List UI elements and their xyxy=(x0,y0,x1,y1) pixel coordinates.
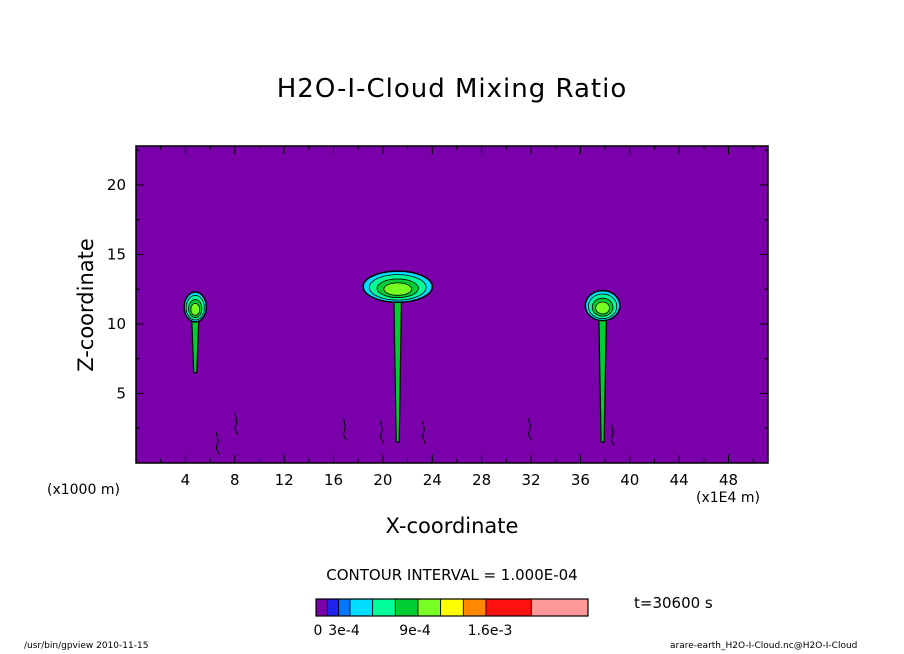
colorbar-label-4: 1.6e-3 xyxy=(468,623,513,639)
y-tick-label-5: 5 xyxy=(116,384,126,402)
x-tick-label-36: 36 xyxy=(571,471,590,489)
x-tick-label-20: 20 xyxy=(373,471,392,489)
cloud-3-layer-4 xyxy=(595,301,610,315)
y-axis-label: Z-coordinate xyxy=(74,238,98,372)
x-tick-label-28: 28 xyxy=(472,471,491,489)
x-unit-left-label: (x1000 m) xyxy=(47,482,120,498)
ground-speck-1 xyxy=(234,412,239,436)
x-tick-label-40: 40 xyxy=(620,471,639,489)
colorbar-swatch-9 xyxy=(462,598,487,617)
colorbar-swatch-8 xyxy=(440,598,464,617)
plot-frame xyxy=(135,145,769,464)
colorbar-swatch-10 xyxy=(485,598,532,617)
x-tick-label-44: 44 xyxy=(670,471,689,489)
footer-right-text: arare-earth_H2O-I-Cloud.nc@H2O-I-Cloud xyxy=(670,641,858,651)
ground-speck-5 xyxy=(610,423,615,447)
x-tick-label-16: 16 xyxy=(324,471,343,489)
x-tick-label-12: 12 xyxy=(275,471,294,489)
x-tick-label-4: 4 xyxy=(181,471,191,489)
y-tick-label-10: 10 xyxy=(107,315,126,333)
x-tick-label-8: 8 xyxy=(230,471,240,489)
x-tick-label-32: 32 xyxy=(521,471,540,489)
ground-speck-6 xyxy=(528,418,532,441)
contour-interval-label: CONTOUR INTERVAL = 1.000E-04 xyxy=(326,566,578,584)
x-unit-right-label: (x1E4 m) xyxy=(696,490,760,506)
plot-background xyxy=(136,146,768,463)
colorbar-swatch-4 xyxy=(349,598,374,617)
colorbar-swatch-6 xyxy=(394,598,419,617)
colorbar-swatch-7 xyxy=(417,598,442,617)
colorbar-frame xyxy=(315,598,589,617)
colorbar-swatch-11 xyxy=(530,598,589,617)
ground-speck-3 xyxy=(421,421,426,444)
colorbar-swatch-1 xyxy=(315,598,328,617)
colorbar-label-1: 0 xyxy=(314,623,323,639)
ground-speck-2 xyxy=(379,421,384,444)
time-label: t=30600 s xyxy=(634,594,713,612)
x-axis-label: X-coordinate xyxy=(385,514,519,538)
y-tick-label-15: 15 xyxy=(107,245,126,263)
colorbar-swatch-5 xyxy=(372,598,396,617)
ground-speck-7 xyxy=(215,432,220,455)
y-tick-label-20: 20 xyxy=(107,176,126,194)
x-tick-label-24: 24 xyxy=(423,471,442,489)
x-tick-label-48: 48 xyxy=(719,471,738,489)
chart-title: H2O-I-Cloud Mixing Ratio xyxy=(276,74,628,104)
cloud-1-layer-4 xyxy=(190,302,201,316)
colorbar-swatch-2 xyxy=(326,598,340,617)
ground-speck-4 xyxy=(342,418,347,441)
cloud-2-layer-4 xyxy=(383,282,412,296)
colorbar-label-2: 3e-4 xyxy=(328,623,360,639)
colorbar-label-3: 9e-4 xyxy=(399,623,431,639)
footer-left-text: /usr/bin/gpview 2010-11-15 xyxy=(24,641,149,651)
colorbar-swatch-3 xyxy=(338,598,351,617)
